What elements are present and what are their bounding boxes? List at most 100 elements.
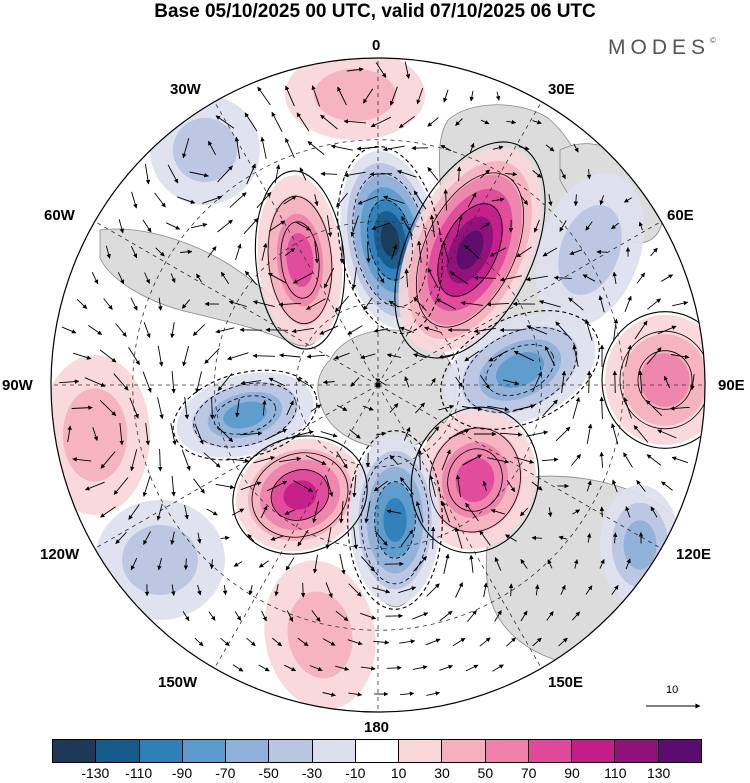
wind-vector: [156, 503, 163, 521]
colorbar-tick-label: 10: [390, 765, 407, 781]
wind-vector: [499, 275, 522, 282]
wind-vector: [143, 531, 151, 545]
wind-vector: [182, 138, 190, 159]
wind-vector: [650, 247, 658, 257]
wind-vector: [611, 222, 619, 230]
wind-vector: [401, 216, 413, 236]
wind-vector: [360, 353, 376, 360]
wind-vector: [473, 327, 496, 334]
wind-vector: [623, 197, 632, 203]
wind-vector: [429, 474, 437, 497]
lon-label-90w: 90W: [2, 377, 33, 394]
wind-vector: [569, 249, 583, 256]
wind-vector: [234, 611, 242, 621]
wind-vector: [544, 345, 556, 367]
colorbar-swatch: [442, 740, 486, 762]
wind-vector: [438, 353, 454, 359]
wind-vector: [518, 146, 530, 151]
wind-vector: [404, 61, 411, 79]
wind-vector: [430, 377, 436, 387]
wind-vector: [335, 665, 350, 671]
wind-vector: [426, 691, 441, 696]
lon-label-60e: 60E: [667, 207, 694, 224]
wind-vector: [599, 558, 605, 569]
wind-vector: [195, 371, 202, 394]
wind-vector: [262, 400, 267, 416]
map-disc-content: [51, 58, 705, 712]
wind-vector: [215, 327, 235, 334]
contour-lines: [172, 141, 705, 610]
wind-vector: [572, 509, 581, 515]
wind-vector: [389, 86, 398, 106]
wind-vector: [464, 245, 480, 259]
wind-vector: [181, 299, 191, 309]
colorbar-swatch: [139, 740, 183, 762]
wind-vector: [306, 298, 326, 310]
wind-vector: [266, 428, 288, 440]
meridian-line: [377, 384, 542, 669]
colorbar-tick-label: 70: [520, 765, 537, 781]
wind-vector: [362, 88, 374, 104]
wind-vector: [560, 584, 566, 595]
wind-vector: [558, 535, 568, 541]
wind-vector: [286, 400, 294, 416]
wind-vector: [636, 272, 646, 284]
wind-vector: [473, 275, 497, 280]
wind-vector: [99, 399, 117, 417]
wind-vector: [547, 507, 553, 518]
wind-vector: [647, 298, 661, 310]
wind-vector: [357, 195, 379, 205]
wind-vector: [555, 426, 571, 442]
wind-vector: [235, 399, 240, 418]
wind-vector: [311, 85, 321, 107]
wind-vector: [320, 171, 338, 177]
wind-vector: [584, 318, 593, 341]
wind-vector: [231, 508, 245, 516]
wind-vector: [690, 374, 695, 391]
wind-vector: [217, 373, 233, 391]
wind-vector: [326, 215, 333, 238]
meridian-line: [214, 384, 379, 669]
wind-vector: [319, 325, 339, 335]
geopotential-contour: [352, 172, 428, 308]
modes-logo: MODES©: [608, 36, 716, 60]
geopotential-contour: [347, 430, 443, 610]
lon-label-60w: 60W: [44, 207, 75, 224]
wind-vector: [202, 195, 223, 204]
wind-vector: [350, 377, 360, 387]
wind-vector: [305, 455, 327, 465]
geopotential-contour: [637, 350, 693, 410]
wind-vector: [197, 584, 202, 596]
wind-vector: [207, 246, 217, 258]
anomaly-contour-fill: [640, 353, 690, 407]
wind-vector: [400, 691, 415, 696]
wind-vector: [646, 347, 662, 365]
wind-vector: [520, 559, 528, 569]
wind-vector: [286, 610, 294, 622]
wind-vector: [424, 326, 442, 333]
colorbar-swatch: [572, 740, 616, 762]
wind-vector: [274, 584, 279, 597]
wind-vector: [611, 423, 619, 445]
wind-vector: [253, 455, 276, 464]
wind-vector: [487, 457, 510, 464]
wind-vector: [465, 664, 479, 672]
wind-vector: [490, 508, 506, 515]
wind-vector: [611, 585, 619, 595]
wind-vector: [336, 405, 348, 411]
wind-vector: [558, 637, 568, 647]
wind-vector: [248, 584, 253, 596]
wind-vector: [430, 526, 436, 550]
wind-vector: [260, 505, 268, 519]
wind-vector: [67, 425, 72, 443]
wind-vector: [669, 406, 690, 411]
wind-vector: [177, 196, 196, 204]
wind-vector: [373, 640, 390, 645]
wind-vector: [442, 240, 450, 263]
wind-vector: [623, 397, 632, 419]
wind-vector: [220, 535, 230, 541]
wind-vector: [573, 143, 579, 153]
wind-vector: [413, 190, 427, 210]
colorbar-ticks: -130 -110 -90 -70 -50 -30 -10 10 30 50 70 90 110 130: [0, 765, 750, 783]
